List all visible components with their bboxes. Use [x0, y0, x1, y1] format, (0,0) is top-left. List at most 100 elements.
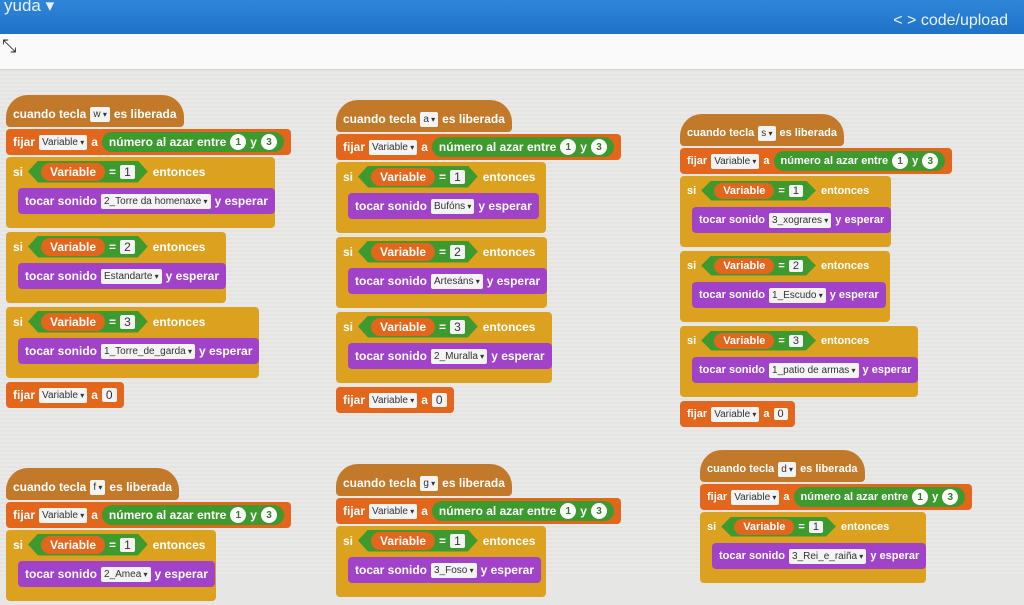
random-operator[interactable]: número al azar entre 1 y 3: [431, 137, 614, 157]
random-min[interactable]: 1: [230, 134, 247, 150]
random-min[interactable]: 1: [560, 139, 577, 155]
when-key-released-block[interactable]: cuando teclawes liberada: [6, 95, 184, 127]
script-s[interactable]: cuando teclases liberadafijarVariableanú…: [680, 114, 953, 429]
when-key-released-block[interactable]: cuando teclades liberada: [700, 450, 865, 482]
random-min[interactable]: 1: [912, 489, 929, 505]
random-max[interactable]: 3: [922, 153, 939, 169]
random-max[interactable]: 3: [260, 134, 277, 150]
equals-condition[interactable]: Variable = 2: [28, 236, 148, 258]
compare-value[interactable]: 1: [450, 534, 465, 548]
variable-reporter[interactable]: Variable: [41, 163, 105, 181]
compare-value[interactable]: 1: [450, 170, 465, 184]
variable-reporter[interactable]: Variable: [41, 536, 105, 554]
variable-reporter[interactable]: Variable: [371, 243, 435, 261]
variable-dropdown[interactable]: Variable: [369, 503, 418, 519]
equals-condition[interactable]: Variable = 3: [28, 311, 148, 333]
compare-value[interactable]: 3: [450, 320, 465, 334]
sound-dropdown[interactable]: Artesáns: [431, 273, 483, 289]
sound-dropdown[interactable]: 2_Amea: [101, 566, 151, 582]
key-dropdown[interactable]: f: [90, 479, 106, 495]
key-dropdown[interactable]: g: [420, 475, 439, 491]
when-key-released-block[interactable]: cuando teclages liberada: [336, 464, 512, 496]
key-dropdown[interactable]: s: [758, 125, 776, 141]
variable-reporter[interactable]: Variable: [734, 519, 794, 535]
equals-condition[interactable]: Variable = 3: [701, 331, 816, 351]
compare-value[interactable]: 3: [120, 315, 135, 329]
sound-dropdown[interactable]: Bufóns: [431, 198, 475, 214]
equals-condition[interactable]: Variable = 2: [358, 241, 478, 263]
equals-condition[interactable]: Variable = 1: [701, 181, 816, 201]
compare-value[interactable]: 2: [120, 240, 135, 254]
script-w[interactable]: cuando teclawes liberadafijarVariableanú…: [6, 95, 291, 410]
equals-condition[interactable]: Variable = 1: [358, 166, 478, 188]
random-min[interactable]: 1: [892, 153, 909, 169]
random-max[interactable]: 3: [260, 507, 277, 523]
set-variable-block[interactable]: fijarVariablea0: [336, 387, 454, 413]
if-block[interactable]: si Variable = 2 entonces tocar sonido 1_Escudo…: [680, 251, 890, 322]
if-block[interactable]: si Variable = 3 entonces tocar sonido 1_patio …: [680, 326, 919, 397]
equals-condition[interactable]: Variable = 1: [358, 530, 478, 552]
if-block[interactable]: si Variable = 2 entonces tocar sonido Artesáns…: [336, 237, 548, 308]
when-key-released-block[interactable]: cuando teclafes liberada: [6, 468, 180, 500]
set-variable-block[interactable]: fijarVariablea0: [680, 401, 795, 427]
sound-dropdown[interactable]: Estandarte: [101, 268, 162, 284]
variable-reporter[interactable]: Variable: [371, 318, 435, 336]
random-max[interactable]: 3: [942, 489, 959, 505]
if-block[interactable]: si Variable =1 entonces tocar sonidoBufónsy …: [336, 162, 546, 233]
reset-value[interactable]: 0: [431, 393, 447, 407]
reset-value[interactable]: 0: [773, 408, 788, 420]
equals-condition[interactable]: Variable = 1: [721, 517, 836, 537]
play-sound-block[interactable]: tocar sonidoEstandartey esperar: [18, 263, 227, 289]
key-dropdown[interactable]: a: [420, 111, 439, 127]
variable-dropdown[interactable]: Variable: [39, 134, 88, 150]
sound-dropdown[interactable]: 1_Torre_de_garda: [101, 343, 195, 359]
compare-value[interactable]: 1: [789, 185, 803, 197]
if-block[interactable]: si Variable =1 entonces tocar sonido2_Ameay …: [6, 530, 216, 601]
random-min[interactable]: 1: [560, 503, 577, 519]
if-block[interactable]: si Variable = 1 entonces tocar sonido 3_xograr…: [680, 176, 892, 247]
compare-value[interactable]: 2: [450, 245, 465, 259]
random-operator[interactable]: número al azar entre 1 y 3: [773, 151, 946, 171]
random-min[interactable]: 1: [230, 507, 247, 523]
random-operator[interactable]: número al azar entre 1 y 3: [793, 487, 966, 507]
compare-value[interactable]: 1: [120, 165, 135, 179]
if-block[interactable]: si Variable = 1 entonces tocar sonido 2_Torre …: [6, 157, 275, 228]
if-block[interactable]: si Variable = 1 entonces tocar sonido 3_Rei_e_…: [700, 512, 927, 583]
script-d[interactable]: cuando teclades liberadafijarVariableanú…: [700, 450, 973, 587]
variable-reporter[interactable]: Variable: [371, 532, 435, 550]
variable-dropdown[interactable]: Variable: [39, 507, 88, 523]
random-max[interactable]: 3: [590, 139, 607, 155]
menu-help[interactable]: yuda ▾: [4, 0, 55, 15]
sound-dropdown[interactable]: 3_Foso: [431, 562, 477, 578]
scripts-area[interactable]: cuando teclawes liberadafijarVariableanú…: [0, 70, 1024, 601]
if-block[interactable]: si Variable = 3 entonces tocar sonido 1_Torre_…: [6, 307, 260, 378]
sound-dropdown[interactable]: 3_Rei_e_raiña: [789, 548, 867, 564]
script-g[interactable]: cuando teclages liberadafijarVariableanú…: [336, 464, 621, 601]
variable-dropdown[interactable]: Variable: [711, 406, 760, 422]
play-sound-block[interactable]: tocar sonidoArtesánsy esperar: [348, 268, 548, 294]
set-variable-block[interactable]: fijarVariablea0: [6, 382, 124, 408]
sound-dropdown[interactable]: 1_patio de armas: [769, 362, 859, 378]
variable-reporter[interactable]: Variable: [714, 258, 774, 274]
variable-dropdown[interactable]: Variable: [39, 387, 88, 403]
script-a[interactable]: cuando teclaaes liberadafijarVariableanú…: [336, 100, 621, 415]
equals-condition[interactable]: Variable = 1: [28, 161, 148, 183]
equals-condition[interactable]: Variable = 2: [701, 256, 816, 276]
key-dropdown[interactable]: d: [778, 461, 797, 477]
when-key-released-block[interactable]: cuando teclaaes liberada: [336, 100, 512, 132]
key-dropdown[interactable]: w: [90, 106, 110, 122]
